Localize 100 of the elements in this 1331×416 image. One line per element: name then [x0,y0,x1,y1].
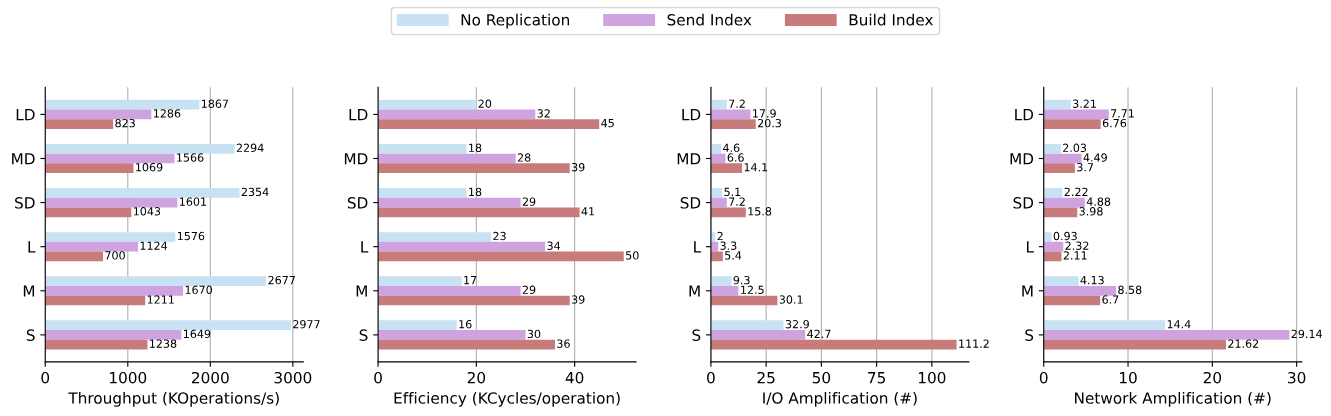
data-label: 3.98 [1079,207,1103,216]
data-label: 29.14 [1291,329,1322,339]
data-label: 30.1 [779,295,803,304]
bar [378,320,457,331]
bar [1043,251,1062,262]
bar [1043,339,1226,350]
y-tick-label: MD [1010,153,1034,165]
bar [378,295,570,306]
bar [1043,330,1290,340]
x-tick-label: 20 [467,371,486,384]
data-label: 30 [527,329,541,339]
y-tick-label: MD [344,153,368,165]
data-label: 2 [717,231,723,241]
bar [1043,143,1061,154]
x-tick-label: 100 [918,371,946,384]
bar [378,153,516,164]
data-label: 1286 [154,109,181,118]
bar [45,188,240,198]
y-tick-label: LD [1015,109,1034,121]
data-label: 7.71 [1111,109,1134,118]
data-label: 16 [459,320,472,329]
data-label: 1601 [180,197,207,206]
x-tick-label: 50 [812,371,831,384]
x-tick-label: 0 [1039,371,1048,384]
bar [1043,285,1117,296]
y-tick-label: S [359,329,368,341]
bar [378,119,600,129]
data-label: 2677 [268,275,295,285]
bar [710,163,743,174]
bar [378,109,536,120]
data-label: 4.88 [1086,197,1111,206]
data-label: 1211 [147,295,174,304]
data-label: 7.2 [729,99,745,108]
data-label: 1670 [185,285,213,295]
legend-label: Build Index [849,13,933,26]
bar [1043,232,1052,242]
bar [45,241,139,252]
bar [710,320,784,331]
x-tick-label: 1000 [110,371,147,384]
bar [1043,188,1063,198]
bar [1043,99,1071,110]
x-tick-label: 0 [41,371,50,384]
data-label: 1576 [177,231,205,241]
bar [378,232,492,242]
x-tick-label: 3000 [274,371,312,384]
data-label: 39 [571,163,585,172]
data-label: 3.7 [1077,163,1094,172]
y-tick-label: S [692,329,701,341]
bar [378,285,521,296]
data-label: 42.7 [807,329,831,338]
data-label: 1043 [133,207,161,216]
data-label: 3.3 [720,241,737,250]
data-label: 29 [522,285,536,295]
x-tick-label: 25 [757,371,775,384]
bar [45,197,178,208]
y-tick-label: S [26,329,35,341]
legend-label: Send Index [667,13,752,26]
data-label: 17.9 [753,109,776,118]
data-label: 4.49 [1083,153,1107,162]
bar [710,99,727,110]
data-label: 41 [581,207,595,216]
bar [1043,153,1082,164]
x-axis-title: I/O Amplification (#) [763,391,917,407]
bar [378,99,477,110]
bar [45,320,291,331]
bar [710,339,957,350]
data-label: 29 [522,197,536,206]
bar [45,99,200,110]
data-label: 21.62 [1228,339,1259,348]
bar [45,232,176,242]
bar [378,163,570,174]
data-label: 4.6 [722,143,740,153]
bar [710,285,739,296]
bar [45,276,267,286]
data-label: 3.21 [1073,99,1096,108]
data-label: 23 [493,231,506,241]
bar [1043,241,1064,252]
x-tick-label: 0 [707,371,715,384]
data-label: 2294 [236,143,264,153]
bar [1043,197,1085,208]
x-tick-label: 30 [1288,371,1306,384]
bar [45,143,235,154]
data-label: 14.4 [1167,320,1191,329]
data-label: 0.93 [1053,231,1077,241]
bar [378,207,580,218]
bar [45,339,148,350]
bar [45,109,152,120]
bar [378,197,521,208]
data-label: 20.3 [757,118,781,128]
x-tick-label: 2000 [192,371,229,384]
x-tick-label: 40 [565,371,584,384]
data-label: 2.03 [1063,143,1087,153]
data-label: 7.2 [729,197,745,206]
y-tick-label: MD [677,153,701,165]
bar [1043,163,1075,174]
bar [710,276,732,286]
bar [45,163,134,174]
data-label: 2.32 [1065,241,1089,250]
x-axis-title: Efficiency (KCycles/operation) [394,391,620,407]
y-tick-label: LD [16,109,35,121]
